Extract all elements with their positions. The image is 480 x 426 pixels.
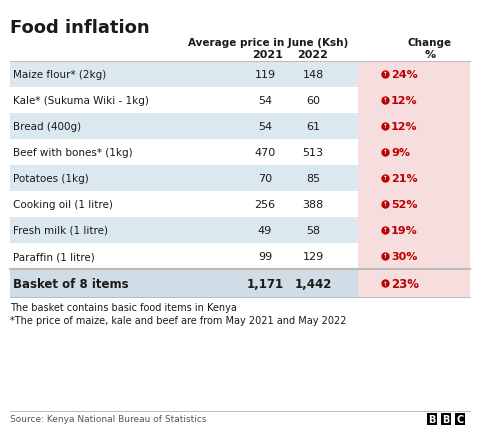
Text: 12%: 12% bbox=[391, 122, 418, 132]
FancyBboxPatch shape bbox=[358, 114, 470, 140]
Text: %: % bbox=[424, 50, 435, 60]
Text: 12%: 12% bbox=[391, 96, 418, 106]
Text: *The price of maize, kale and beef are from May 2021 and May 2022: *The price of maize, kale and beef are f… bbox=[10, 315, 347, 325]
FancyBboxPatch shape bbox=[10, 114, 470, 140]
Text: 119: 119 bbox=[254, 70, 276, 80]
Text: 52%: 52% bbox=[391, 199, 418, 210]
FancyBboxPatch shape bbox=[358, 140, 470, 166]
Text: Bread (400g): Bread (400g) bbox=[13, 122, 81, 132]
Text: 256: 256 bbox=[254, 199, 276, 210]
FancyBboxPatch shape bbox=[358, 243, 470, 269]
Text: ↑: ↑ bbox=[383, 254, 387, 259]
Text: 23%: 23% bbox=[391, 277, 419, 290]
Text: 58: 58 bbox=[306, 225, 320, 236]
Text: 24%: 24% bbox=[391, 70, 418, 80]
Text: ↑: ↑ bbox=[383, 124, 387, 129]
Text: Kale* (Sukuma Wiki - 1kg): Kale* (Sukuma Wiki - 1kg) bbox=[13, 96, 149, 106]
Text: Potatoes (1kg): Potatoes (1kg) bbox=[13, 173, 89, 184]
Text: 54: 54 bbox=[258, 122, 272, 132]
Text: The basket contains basic food items in Kenya: The basket contains basic food items in … bbox=[10, 302, 237, 312]
FancyBboxPatch shape bbox=[358, 269, 470, 297]
Text: B: B bbox=[428, 414, 436, 424]
Text: 60: 60 bbox=[306, 96, 320, 106]
FancyBboxPatch shape bbox=[10, 192, 470, 218]
Text: B: B bbox=[442, 414, 450, 424]
FancyBboxPatch shape bbox=[10, 88, 470, 114]
FancyBboxPatch shape bbox=[358, 88, 470, 114]
Text: 148: 148 bbox=[302, 70, 324, 80]
Text: 99: 99 bbox=[258, 251, 272, 262]
FancyBboxPatch shape bbox=[10, 218, 470, 243]
FancyBboxPatch shape bbox=[358, 62, 470, 88]
Text: 30%: 30% bbox=[391, 251, 418, 262]
Text: ↑: ↑ bbox=[383, 72, 387, 77]
Text: ↑: ↑ bbox=[383, 202, 387, 207]
Text: ↑: ↑ bbox=[383, 98, 387, 103]
Text: ↑: ↑ bbox=[383, 228, 387, 233]
Text: C: C bbox=[456, 414, 464, 424]
Text: 9%: 9% bbox=[391, 148, 410, 158]
FancyBboxPatch shape bbox=[358, 218, 470, 243]
Text: Basket of 8 items: Basket of 8 items bbox=[13, 277, 129, 290]
FancyBboxPatch shape bbox=[358, 166, 470, 192]
Text: 19%: 19% bbox=[391, 225, 418, 236]
Text: 70: 70 bbox=[258, 173, 272, 184]
Text: 1,171: 1,171 bbox=[246, 277, 284, 290]
Text: ↑: ↑ bbox=[383, 176, 387, 181]
Text: Food inflation: Food inflation bbox=[10, 19, 150, 37]
Text: 21%: 21% bbox=[391, 173, 418, 184]
Text: ↑: ↑ bbox=[383, 150, 387, 155]
Text: ↑: ↑ bbox=[383, 281, 387, 286]
Text: Change: Change bbox=[408, 38, 452, 48]
Text: 129: 129 bbox=[302, 251, 324, 262]
Text: Beef with bones* (1kg): Beef with bones* (1kg) bbox=[13, 148, 132, 158]
Text: Source: Kenya National Bureau of Statistics: Source: Kenya National Bureau of Statist… bbox=[10, 414, 206, 423]
Text: Cooking oil (1 litre): Cooking oil (1 litre) bbox=[13, 199, 113, 210]
Text: 49: 49 bbox=[258, 225, 272, 236]
FancyBboxPatch shape bbox=[10, 166, 470, 192]
Text: Average price in June (Ksh): Average price in June (Ksh) bbox=[188, 38, 348, 48]
Text: 61: 61 bbox=[306, 122, 320, 132]
Text: Fresh milk (1 litre): Fresh milk (1 litre) bbox=[13, 225, 108, 236]
FancyBboxPatch shape bbox=[10, 140, 470, 166]
Text: 1,442: 1,442 bbox=[294, 277, 332, 290]
FancyBboxPatch shape bbox=[10, 62, 470, 88]
FancyBboxPatch shape bbox=[358, 192, 470, 218]
Text: 85: 85 bbox=[306, 173, 320, 184]
FancyBboxPatch shape bbox=[10, 243, 470, 269]
Text: 470: 470 bbox=[254, 148, 276, 158]
FancyBboxPatch shape bbox=[10, 269, 470, 297]
Text: 54: 54 bbox=[258, 96, 272, 106]
Text: Maize flour* (2kg): Maize flour* (2kg) bbox=[13, 70, 106, 80]
Text: 2022: 2022 bbox=[298, 50, 328, 60]
Text: 2021: 2021 bbox=[252, 50, 283, 60]
Text: 513: 513 bbox=[302, 148, 324, 158]
Text: Paraffin (1 litre): Paraffin (1 litre) bbox=[13, 251, 95, 262]
Text: 388: 388 bbox=[302, 199, 324, 210]
